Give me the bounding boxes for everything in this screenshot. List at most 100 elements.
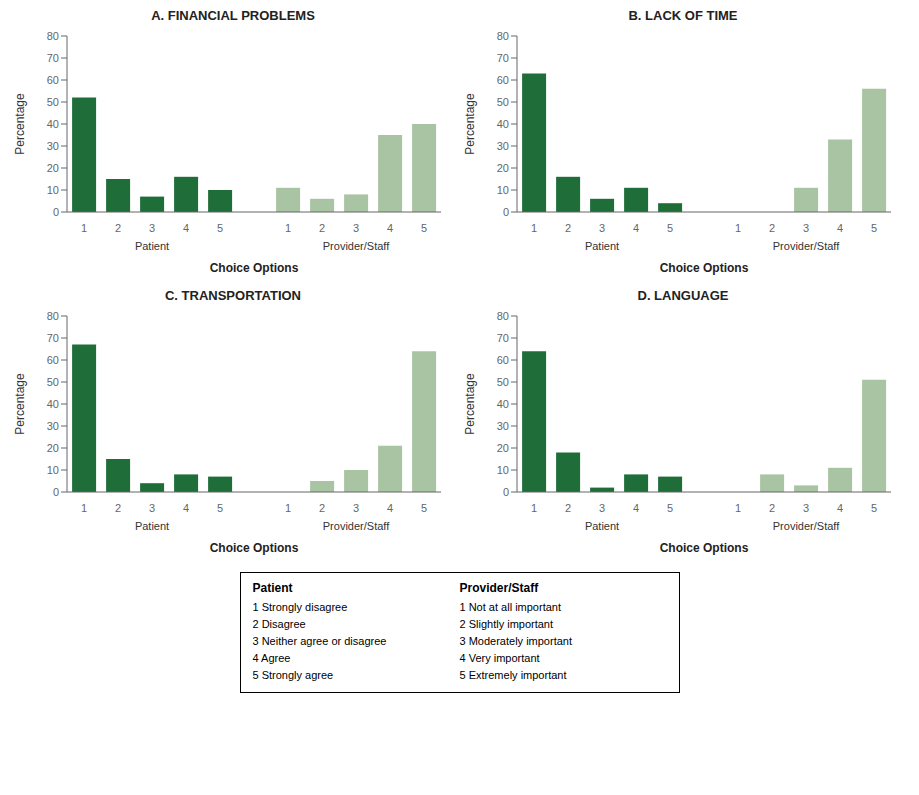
svg-text:3: 3: [353, 502, 359, 514]
svg-text:5: 5: [217, 502, 223, 514]
svg-text:70: 70: [497, 332, 509, 344]
svg-text:Choice Options: Choice Options: [210, 261, 299, 275]
svg-text:4: 4: [183, 222, 189, 234]
svg-text:5: 5: [871, 222, 877, 234]
svg-text:4: 4: [837, 502, 843, 514]
svg-text:4: 4: [387, 222, 393, 234]
svg-text:3: 3: [353, 222, 359, 234]
svg-text:10: 10: [497, 464, 509, 476]
svg-text:70: 70: [497, 52, 509, 64]
svg-text:80: 80: [47, 310, 59, 322]
svg-text:1: 1: [81, 222, 87, 234]
svg-text:10: 10: [497, 184, 509, 196]
svg-text:50: 50: [497, 96, 509, 108]
html-text:Provider/Staff: Provider/Staff: [459, 581, 539, 595]
svg-text:Provider/Staff: Provider/Staff: [323, 520, 390, 532]
svg-text:10: 10: [47, 464, 59, 476]
svg-text:Percentage: Percentage: [13, 373, 27, 435]
svg-text:80: 80: [497, 30, 509, 42]
svg-text:2: 2: [769, 502, 775, 514]
svg-text:40: 40: [47, 398, 59, 410]
svg-text:20: 20: [47, 162, 59, 174]
svg-text:Patient: Patient: [135, 520, 169, 532]
svg-text:3: 3: [149, 222, 155, 234]
svg-text:Patient: Patient: [585, 240, 619, 252]
svg-text:1: 1: [81, 502, 87, 514]
svg-text:20: 20: [497, 162, 509, 174]
svg-text:Patient: Patient: [585, 520, 619, 532]
html-text:1 Strongly disagree: 1 Strongly disagree: [252, 601, 348, 613]
svg-text:Provider/Staff: Provider/Staff: [323, 240, 390, 252]
svg-text:Percentage: Percentage: [13, 93, 27, 155]
svg-text:0: 0: [503, 486, 509, 498]
svg-text:80: 80: [497, 310, 509, 322]
svg-text:2: 2: [115, 502, 121, 514]
svg-text:4: 4: [837, 222, 843, 234]
html-text:C. TRANSPORTATION: C. TRANSPORTATION: [165, 288, 301, 303]
svg-text:10: 10: [47, 184, 59, 196]
svg-text:2: 2: [115, 222, 121, 234]
html-text:Patient: Patient: [252, 581, 293, 595]
svg-text:Patient: Patient: [135, 240, 169, 252]
svg-text:60: 60: [47, 354, 59, 366]
svg-text:80: 80: [47, 30, 59, 42]
svg-text:50: 50: [47, 96, 59, 108]
svg-text:4: 4: [633, 502, 639, 514]
svg-text:2: 2: [769, 222, 775, 234]
svg-text:4: 4: [387, 502, 393, 514]
svg-text:1: 1: [285, 502, 291, 514]
svg-text:50: 50: [497, 376, 509, 388]
svg-text:Choice Options: Choice Options: [210, 541, 299, 555]
svg-text:4: 4: [633, 222, 639, 234]
svg-text:1: 1: [531, 502, 537, 514]
svg-text:2: 2: [319, 222, 325, 234]
svg-text:5: 5: [421, 222, 427, 234]
svg-text:3: 3: [599, 222, 605, 234]
svg-text:60: 60: [47, 74, 59, 86]
svg-text:1: 1: [735, 222, 741, 234]
svg-text:0: 0: [53, 486, 59, 498]
svg-text:1: 1: [531, 222, 537, 234]
svg-text:40: 40: [497, 398, 509, 410]
svg-text:4: 4: [183, 502, 189, 514]
html-text:2 Disagree: 2 Disagree: [252, 618, 306, 630]
svg-text:1: 1: [285, 222, 291, 234]
svg-text:30: 30: [47, 420, 59, 432]
svg-text:60: 60: [497, 354, 509, 366]
svg-text:30: 30: [497, 140, 509, 152]
svg-text:5: 5: [667, 502, 673, 514]
svg-text:0: 0: [503, 206, 509, 218]
svg-text:50: 50: [47, 376, 59, 388]
html-text:D. LANGUAGE: D. LANGUAGE: [637, 288, 729, 303]
svg-text:30: 30: [497, 420, 509, 432]
svg-text:3: 3: [803, 222, 809, 234]
svg-text:1: 1: [735, 502, 741, 514]
svg-text:Percentage: Percentage: [463, 93, 477, 155]
svg-text:Choice Options: Choice Options: [660, 541, 749, 555]
svg-text:40: 40: [47, 118, 59, 130]
svg-text:70: 70: [47, 332, 59, 344]
svg-text:20: 20: [47, 442, 59, 454]
svg-text:Percentage: Percentage: [463, 373, 477, 435]
svg-text:5: 5: [421, 502, 427, 514]
svg-text:3: 3: [599, 502, 605, 514]
svg-text:3: 3: [149, 502, 155, 514]
svg-text:5: 5: [667, 222, 673, 234]
svg-text:30: 30: [47, 140, 59, 152]
svg-text:3: 3: [803, 502, 809, 514]
svg-text:40: 40: [497, 118, 509, 130]
svg-text:2: 2: [565, 502, 571, 514]
svg-text:2: 2: [565, 222, 571, 234]
html-text:A. FINANCIAL PROBLEMS: A. FINANCIAL PROBLEMS: [151, 8, 315, 23]
svg-text:Provider/Staff: Provider/Staff: [773, 520, 840, 532]
svg-text:0: 0: [53, 206, 59, 218]
svg-text:5: 5: [217, 222, 223, 234]
svg-text:70: 70: [47, 52, 59, 64]
svg-text:20: 20: [497, 442, 509, 454]
svg-text:2: 2: [319, 502, 325, 514]
svg-text:Choice Options: Choice Options: [660, 261, 749, 275]
svg-text:Provider/Staff: Provider/Staff: [773, 240, 840, 252]
svg-text:5: 5: [871, 502, 877, 514]
html-text:B. LACK OF TIME: B. LACK OF TIME: [628, 8, 738, 23]
svg-text:60: 60: [497, 74, 509, 86]
